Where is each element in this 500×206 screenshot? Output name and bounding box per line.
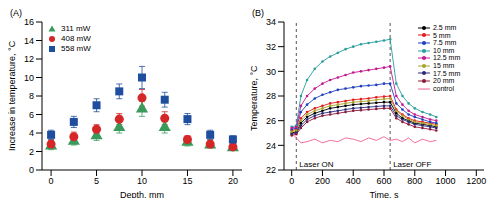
svg-text:600: 600 bbox=[376, 176, 391, 186]
html-text:2.5 mm: 2.5 mm bbox=[433, 24, 457, 31]
svg-text:8: 8 bbox=[29, 91, 34, 101]
svg-text:34: 34 bbox=[266, 17, 276, 27]
svg-text:14: 14 bbox=[24, 36, 34, 46]
svg-text:Temperature, °C: Temperature, °C bbox=[250, 65, 259, 131]
html-text:408 mW: 408 mW bbox=[61, 34, 91, 43]
svg-text:12: 12 bbox=[24, 54, 34, 64]
svg-text:28: 28 bbox=[266, 91, 276, 101]
html-text:12.5 mm: 12.5 mm bbox=[433, 54, 461, 62]
svg-text:0: 0 bbox=[49, 176, 54, 186]
svg-text:1000: 1000 bbox=[436, 176, 456, 186]
svg-text:Laser ON: Laser ON bbox=[299, 160, 333, 169]
html-text:17.5 mm: 17.5 mm bbox=[433, 69, 461, 77]
svg-text:800: 800 bbox=[407, 176, 422, 186]
html-text:control: control bbox=[433, 84, 454, 92]
svg-text:6: 6 bbox=[29, 110, 34, 120]
svg-text:Increase in temperature, °C: Increase in temperature, °C bbox=[8, 40, 17, 151]
svg-text:10: 10 bbox=[24, 73, 34, 83]
svg-text:Depth, mm: Depth, mm bbox=[120, 190, 164, 198]
html-text:10 mm: 10 mm bbox=[433, 46, 455, 54]
svg-text:Laser OFF: Laser OFF bbox=[393, 160, 431, 169]
svg-text:24: 24 bbox=[266, 141, 276, 151]
html-text:7.5 mm: 7.5 mm bbox=[433, 39, 457, 47]
svg-text:Time, s: Time, s bbox=[369, 190, 399, 198]
svg-text:5: 5 bbox=[94, 176, 99, 186]
svg-text:15: 15 bbox=[182, 176, 192, 186]
svg-text:4: 4 bbox=[29, 128, 34, 138]
svg-text:400: 400 bbox=[346, 176, 361, 186]
svg-text:16: 16 bbox=[24, 17, 34, 27]
html-text:311 mW: 311 mW bbox=[61, 24, 91, 33]
svg-text:26: 26 bbox=[266, 116, 276, 126]
svg-text:0: 0 bbox=[289, 176, 294, 186]
svg-text:200: 200 bbox=[315, 176, 330, 186]
html-text:5 mm: 5 mm bbox=[433, 31, 451, 39]
svg-text:20: 20 bbox=[228, 176, 238, 186]
svg-text:10: 10 bbox=[137, 176, 147, 186]
html-text:558 mW: 558 mW bbox=[61, 44, 91, 53]
svg-text:32: 32 bbox=[266, 42, 276, 52]
svg-text:30: 30 bbox=[266, 67, 276, 77]
svg-text:2: 2 bbox=[29, 147, 34, 157]
html-text:(B): (B) bbox=[252, 8, 264, 18]
svg-text:22: 22 bbox=[266, 165, 276, 175]
html-text:(A): (A) bbox=[10, 8, 22, 18]
svg-text:1200: 1200 bbox=[466, 176, 486, 186]
html-text:15 mm: 15 mm bbox=[433, 62, 455, 69]
html-text:20 mm: 20 mm bbox=[433, 77, 455, 85]
svg-text:0: 0 bbox=[29, 165, 34, 175]
